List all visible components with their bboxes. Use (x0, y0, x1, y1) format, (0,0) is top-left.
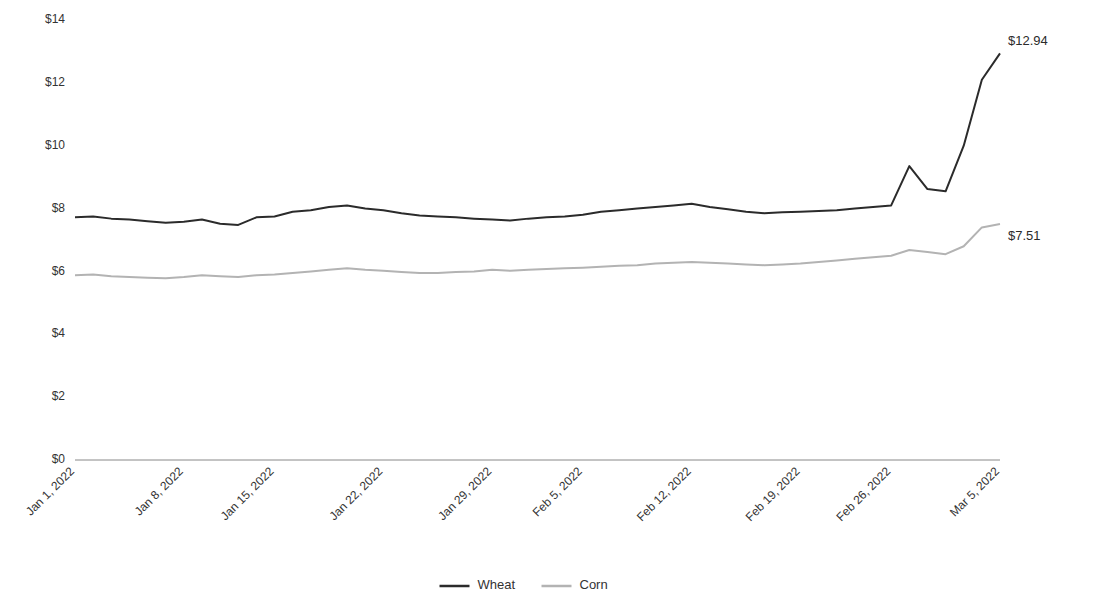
y-tick-label: $8 (52, 201, 66, 215)
y-tick-label: $4 (52, 326, 66, 340)
y-tick-label: $10 (45, 138, 65, 152)
x-axis-line (75, 460, 1000, 461)
y-tick-label: $12 (45, 75, 65, 89)
y-tick-label: $2 (52, 389, 66, 403)
y-tick-label: $6 (52, 264, 66, 278)
x-tick-label: Feb 5, 2022 (530, 464, 585, 519)
series-line (75, 53, 1000, 225)
y-tick-label: $14 (45, 12, 65, 26)
end-annotation: $12.94 (1008, 33, 1048, 48)
x-tick-label: Feb 19, 2022 (743, 464, 803, 524)
x-tick-label: Jan 8, 2022 (132, 464, 186, 518)
x-tick-label: Feb 26, 2022 (833, 464, 893, 524)
series-line (75, 224, 1000, 278)
x-tick-label: Jan 1, 2022 (23, 464, 77, 518)
lines (75, 53, 1000, 278)
end-annotation: $7.51 (1008, 228, 1041, 243)
legend-label: Corn (580, 577, 608, 592)
x-tick-label: Jan 22, 2022 (326, 464, 385, 523)
x-tick-label: Jan 29, 2022 (435, 464, 494, 523)
legend-label: Wheat (478, 577, 516, 592)
legend-swatch (440, 585, 470, 588)
x-tick-label: Jan 15, 2022 (218, 464, 277, 523)
y-tick-label: $0 (52, 452, 66, 466)
legend: Wheat Corn (440, 577, 608, 592)
chart: $0 $2 $4 $6 $8 $10 $12 $14 Jan 1, 2022 Jan 8, 202… (0, 0, 1097, 614)
x-tick-label: Mar 5, 2022 (947, 464, 1002, 519)
legend-swatch (542, 585, 572, 588)
x-tick-label: Feb 12, 2022 (634, 464, 694, 524)
